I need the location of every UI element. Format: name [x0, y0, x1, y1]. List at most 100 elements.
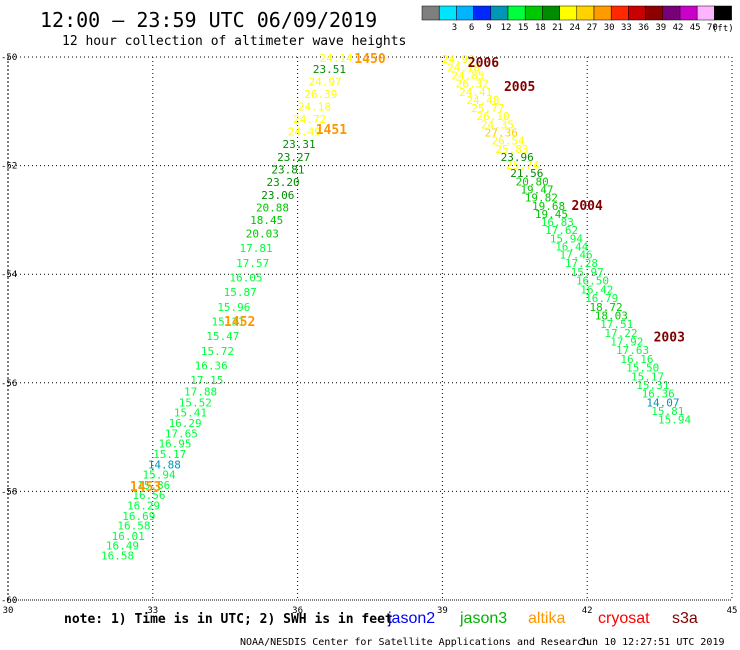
wave-height-value: 17.57 [236, 257, 269, 270]
wave-height-value: 15.50 [626, 362, 659, 375]
chart-title: 12:00 – 23:59 UTC 06/09/2019 [40, 8, 377, 32]
wave-height-value: 15.94 [550, 232, 583, 245]
wave-height-value: 17.62 [545, 224, 578, 237]
wave-height-value: 23.27 [277, 151, 310, 164]
color-scale-label: 33 [621, 23, 632, 33]
footer-timestamp: Jun 10 12:27:51 UTC 2019 [580, 637, 725, 648]
wave-height-value: 15.97 [571, 266, 604, 279]
wave-height-value: 23.20 [267, 176, 300, 189]
wave-height-value: 17.51 [600, 318, 633, 331]
wave-height-value: 26.32 [456, 78, 489, 91]
wave-height-value: 19.82 [525, 192, 558, 205]
wave-height-value: 25.77 [471, 102, 504, 115]
color-scale-label: 39 [655, 23, 666, 33]
wave-height-value: 15.47 [206, 330, 239, 343]
wave-height-value: 16.58 [117, 520, 150, 533]
wave-height-value: 24.41 [459, 86, 492, 99]
wave-height-value: 17.22 [604, 327, 637, 340]
wave-height-value: 24.99 [442, 53, 475, 66]
wave-height-value: 19.68 [532, 200, 565, 213]
color-scale-label: 12 [501, 23, 512, 33]
color-scale-label: 21 [552, 23, 563, 33]
color-scale-label: 15 [518, 23, 529, 33]
plot-axes: 30 33 36 39 42 45 -50 -52 -54 -56 -58 -60 [1, 53, 737, 616]
color-scale-swatch [421, 5, 440, 21]
color-scale-swatch [559, 5, 578, 21]
color-scale-label: 24 [569, 23, 580, 33]
wave-height-value: 16.56 [132, 489, 165, 502]
satellite-legend-s3a: s3a [672, 610, 698, 627]
wave-height-value: 23.51 [313, 63, 346, 76]
color-scale-swatch [456, 5, 474, 21]
pass-annotations: 1450 1451 1452 1453 2006 2005 2004 2003 [130, 52, 685, 495]
wave-height-value: 17.46 [560, 249, 593, 262]
y-tick-label: -58 [1, 487, 17, 497]
wave-height-value: 17.28 [565, 257, 598, 270]
y-tick-label: -50 [1, 53, 17, 63]
x-tick-label: 45 [727, 606, 738, 616]
x-tick-label: 42 [582, 606, 593, 616]
wave-height-value: 14.88 [148, 458, 181, 471]
wave-height-value: 26.54 [491, 135, 524, 148]
wave-height-value: 24.48 [466, 94, 499, 107]
wave-height-value: 17.15 [190, 374, 223, 387]
wave-height-value: 15.31 [636, 379, 669, 392]
color-scale-swatch [645, 5, 664, 21]
color-scale-label: 6 [469, 23, 474, 33]
wave-height-value: 26.10 [477, 110, 510, 123]
wave-height-value: 16.42 [580, 283, 613, 296]
y-tick-label: -54 [1, 270, 17, 280]
wave-height-value: 15.17 [631, 370, 664, 383]
satellite-legend-cryosat: cryosat [598, 610, 650, 627]
wave-height-value: 24.49 [288, 125, 321, 138]
color-scale-swatch [524, 5, 543, 21]
x-tick-label: 30 [3, 606, 14, 616]
wave-height-points: 24.1423.5124.9726.3924.1824.7224.4923.31… [101, 52, 691, 562]
color-scale-unit: (ft) [712, 24, 734, 34]
wave-height-value: 23.31 [282, 138, 315, 151]
plot-grid [7, 56, 733, 601]
wave-height-value: 16.79 [585, 292, 618, 305]
color-scale-swatch [490, 5, 509, 21]
satellite-legend: jason2 jason3 altika cryosat s3a [387, 610, 698, 627]
color-scale-swatch [610, 5, 629, 21]
wave-height-value: 15.86 [137, 479, 170, 492]
color-scale-swatch [593, 5, 612, 21]
pass-number-label: 2004 [572, 199, 603, 214]
wave-height-value: 15.17 [153, 448, 186, 461]
wave-height-value: 25.83 [495, 143, 528, 156]
wave-height-value: 24.72 [293, 113, 326, 126]
footer-credit: NOAA/NESDIS Center for Satellite Applica… [240, 637, 589, 648]
color-scale-swatch [576, 5, 595, 21]
color-scale-label: 27 [587, 23, 598, 33]
y-tick-label: -52 [1, 162, 17, 172]
color-scale-swatch [679, 5, 698, 21]
wave-height-value: 15.72 [201, 345, 234, 358]
wave-height-value: 21.56 [510, 167, 543, 180]
wave-height-value: 14.07 [646, 396, 679, 409]
x-tick-label: 39 [437, 606, 448, 616]
y-tick-label: -56 [1, 379, 17, 389]
chart-subtitle: 12 hour collection of altimeter wave hei… [62, 34, 406, 49]
wave-height-value: 24.18 [447, 61, 480, 74]
footer-note: note: 1) Time is in UTC; 2) SWH is in fe… [64, 612, 393, 627]
color-scale-label: 42 [673, 23, 684, 33]
wave-height-value: 15.87 [224, 286, 257, 299]
wave-height-value: 23.81 [271, 163, 304, 176]
wave-height-value: 26.39 [304, 88, 337, 101]
color-scale-label: 30 [604, 23, 615, 33]
wave-height-value: 16.44 [555, 241, 588, 254]
wave-height-value: 16.29 [169, 417, 202, 430]
wave-height-value: 16.36 [642, 388, 675, 401]
wave-height-value: 23.96 [501, 151, 534, 164]
wave-height-value: 24.14 [320, 52, 353, 65]
wave-height-value: 15.96 [217, 301, 250, 314]
wave-height-value: 18.03 [595, 309, 628, 322]
color-scale-swatch [473, 5, 492, 21]
pass-number-label: 1451 [316, 123, 347, 138]
wave-height-value: 15.94 [143, 469, 176, 482]
wave-height-value: 16.58 [101, 549, 134, 562]
wave-height-value: 16.29 [127, 500, 160, 513]
satellite-legend-altika: altika [528, 610, 565, 627]
